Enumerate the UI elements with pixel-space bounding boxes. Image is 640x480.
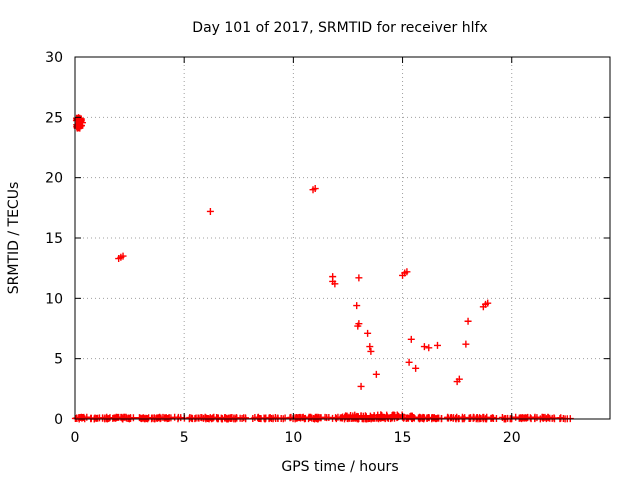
data-point — [364, 329, 372, 337]
data-point — [557, 414, 565, 422]
data-point — [464, 317, 472, 325]
data-point — [311, 185, 319, 193]
y-axis-ticks: 0 5 10 15 20 25 30 — [45, 50, 610, 428]
data-point — [462, 340, 470, 348]
data-point — [91, 414, 99, 422]
x-tick-label: 5 — [180, 430, 189, 446]
data-point — [417, 414, 425, 422]
data-point — [232, 414, 240, 422]
data-point — [119, 252, 127, 260]
data-point — [298, 414, 306, 422]
data-point — [354, 322, 362, 330]
x-axis-label: GPS time / hours — [281, 459, 398, 475]
data-point — [517, 414, 525, 422]
data-point — [370, 412, 378, 420]
data-point — [403, 268, 411, 276]
data-point — [329, 414, 337, 422]
data-point — [388, 412, 396, 420]
data-point — [420, 343, 428, 351]
y-axis-label: SRMTID / TECUs — [6, 182, 22, 295]
data-point — [117, 413, 125, 421]
data-point — [355, 274, 363, 282]
data-point — [465, 414, 473, 422]
y-tick-label: 30 — [45, 50, 63, 66]
data-point — [526, 414, 534, 422]
data-point — [165, 414, 173, 422]
y-tick-label: 20 — [45, 171, 63, 187]
y-tick-label: 0 — [54, 412, 63, 428]
data-point — [351, 414, 359, 422]
data-point — [425, 344, 433, 352]
data-point — [394, 412, 402, 420]
x-tick-label: 15 — [394, 430, 412, 446]
data-point — [99, 414, 107, 422]
data-point — [407, 335, 415, 343]
chart-title: Day 101 of 2017, SRMTID for receiver hlf… — [192, 20, 487, 36]
data-point — [266, 414, 274, 422]
data-point — [429, 414, 437, 422]
data-point — [361, 412, 369, 420]
x-tick-label: 10 — [284, 430, 302, 446]
data-point — [544, 413, 552, 421]
data-point — [77, 116, 85, 124]
y-tick-label: 25 — [45, 110, 63, 126]
data-point — [353, 302, 361, 310]
data-point — [367, 347, 375, 355]
data-point — [124, 414, 132, 422]
data-point — [449, 414, 457, 422]
data-point — [412, 364, 420, 372]
data-point — [366, 343, 374, 351]
x-tick-label: 20 — [503, 430, 521, 446]
data-point — [135, 414, 143, 422]
x-tick-label: 0 — [71, 430, 80, 446]
data-point — [372, 370, 380, 378]
data-point — [198, 414, 206, 422]
x-axis-ticks: 0 5 10 15 20 — [71, 57, 521, 446]
data-point — [177, 414, 185, 422]
data-point — [325, 413, 333, 421]
grid-lines — [75, 57, 610, 419]
data-point — [405, 358, 413, 366]
data-point — [433, 341, 441, 349]
data-point — [76, 123, 84, 131]
data-point — [206, 207, 214, 215]
data-point — [187, 414, 195, 422]
data-point — [209, 414, 217, 422]
y-tick-label: 10 — [45, 291, 63, 307]
data-point — [78, 414, 86, 422]
data-point — [75, 122, 83, 130]
data-point — [455, 375, 463, 383]
data-point — [254, 414, 262, 422]
y-tick-label: 15 — [45, 231, 63, 247]
data-point — [83, 413, 91, 421]
data-point — [404, 414, 412, 422]
data-point — [338, 414, 346, 422]
data-point — [148, 414, 156, 422]
data-point — [331, 280, 339, 288]
data-point — [484, 299, 492, 307]
data-point — [312, 414, 320, 422]
data-points — [71, 114, 574, 423]
data-point — [357, 382, 365, 390]
y-tick-label: 5 — [54, 352, 63, 368]
